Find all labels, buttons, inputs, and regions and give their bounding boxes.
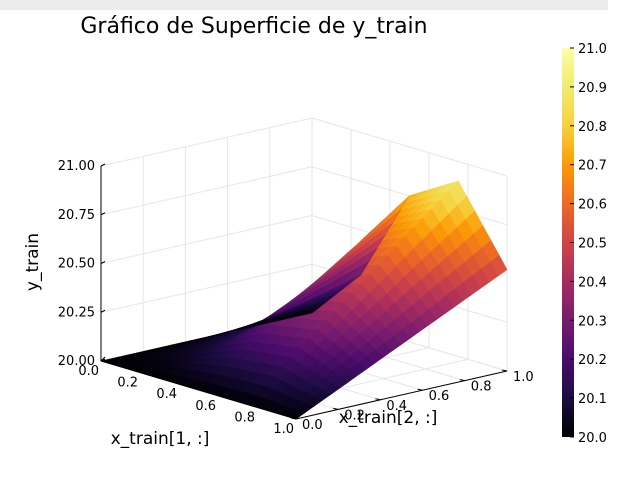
y-tick-mark	[417, 388, 423, 391]
window-top-strip	[0, 0, 608, 10]
colorbar-tick-label: 20.2	[578, 353, 607, 368]
colorbar-ticks: 20.0 20.1 20.2 20.3 20.4 20.5 20.6 20.7 20.8 20.9…	[570, 42, 607, 446]
z-tick-mark	[100, 309, 106, 313]
x-tick-mark	[100, 356, 106, 362]
y-tick-mark	[501, 369, 508, 372]
y-tick-mark	[290, 417, 297, 420]
colorbar-tick-label: 20.3	[578, 314, 607, 329]
x-axis-label: x_train[1, :]	[111, 429, 210, 449]
y-tick-label: 0.8	[471, 380, 492, 395]
colorbar-tick-label: 20.5	[578, 237, 607, 252]
colorbar-tick-label: 20.4	[578, 275, 607, 290]
chart-title: Gráfico de Superficie de y_train	[80, 14, 427, 39]
y-tick-label: 0.6	[429, 389, 450, 404]
colorbar-tick-label: 21.0	[578, 42, 607, 57]
x-tick-label: 0.8	[234, 410, 255, 425]
x-tick-label: 1.0	[273, 422, 294, 437]
y-tick-label: 0.4	[386, 399, 407, 414]
axis-layer: 20.00 20.25 20.50 20.75 21.00 0.0 0.2 0.4 0.6 0.8…	[58, 159, 534, 437]
x-axis-line	[100, 360, 297, 420]
y-tick-mark	[333, 407, 339, 410]
surface-layer	[99, 180, 508, 420]
y-axis-line	[295, 370, 508, 420]
wall-gridline	[100, 117, 508, 177]
z-tick-label: 20.50	[58, 257, 95, 272]
z-tick-mark	[100, 212, 106, 216]
x-tick-mark	[178, 379, 184, 385]
z-tick-mark	[100, 261, 106, 264]
colorbar-tick-label: 20.6	[578, 198, 607, 213]
z-tick-label: 20.75	[58, 208, 95, 223]
y-tick-label: 0.2	[344, 408, 365, 423]
colorbar	[562, 48, 574, 437]
x-tick-label: 0.6	[195, 399, 216, 414]
y-tick-label: 1.0	[513, 370, 534, 385]
y-tick-mark	[459, 379, 465, 382]
z-tick-mark	[100, 163, 106, 167]
x-tick-mark	[295, 414, 301, 420]
colorbar-tick-label: 20.7	[578, 159, 607, 174]
colorbar-tick-label: 20.8	[578, 120, 607, 135]
x-tick-mark	[139, 368, 145, 373]
z-tick-label: 20.25	[58, 305, 95, 320]
y-tick-label: 0.0	[302, 418, 323, 433]
z-tick-label: 21.00	[58, 159, 95, 174]
surface-patch	[303, 306, 321, 316]
colorbar-tick-label: 20.9	[578, 81, 607, 96]
y-axis-label: x_train[2, :]	[339, 408, 438, 428]
colorbar-tick-label: 20.1	[578, 392, 607, 407]
z-tick-label: 20.00	[58, 354, 95, 369]
y-tick-mark	[375, 398, 381, 401]
z-axis-label: y_train	[23, 233, 43, 291]
x-tick-label: 0.2	[117, 376, 138, 391]
x-tick-label: 0.0	[78, 364, 99, 379]
x-tick-mark	[217, 391, 223, 397]
colorbar-tick-label: 20.0	[578, 431, 607, 446]
x-tick-label: 0.4	[156, 387, 177, 402]
x-tick-mark	[256, 403, 262, 408]
